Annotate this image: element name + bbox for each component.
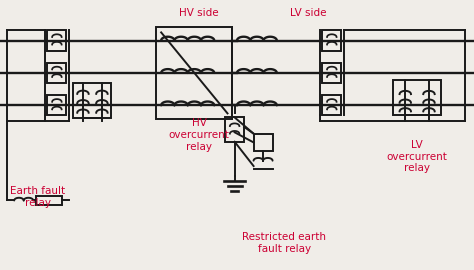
Text: HV
overcurrent
relay: HV overcurrent relay [169,119,229,151]
Text: Earth fault
relay: Earth fault relay [10,186,65,208]
Bar [36,196,62,205]
Text: HV side: HV side [179,8,219,19]
Bar [322,95,341,116]
Bar [156,27,232,119]
Bar [225,117,244,142]
Bar [393,80,441,116]
Text: Restricted earth
fault relay: Restricted earth fault relay [242,232,327,254]
Bar [322,63,341,83]
Bar [254,134,273,151]
Bar [322,30,341,51]
Text: LV side: LV side [290,8,327,19]
Text: LV
overcurrent
relay: LV overcurrent relay [387,140,447,173]
Bar [47,63,66,83]
Bar [47,95,66,116]
Bar [47,30,66,51]
Bar [73,83,111,118]
